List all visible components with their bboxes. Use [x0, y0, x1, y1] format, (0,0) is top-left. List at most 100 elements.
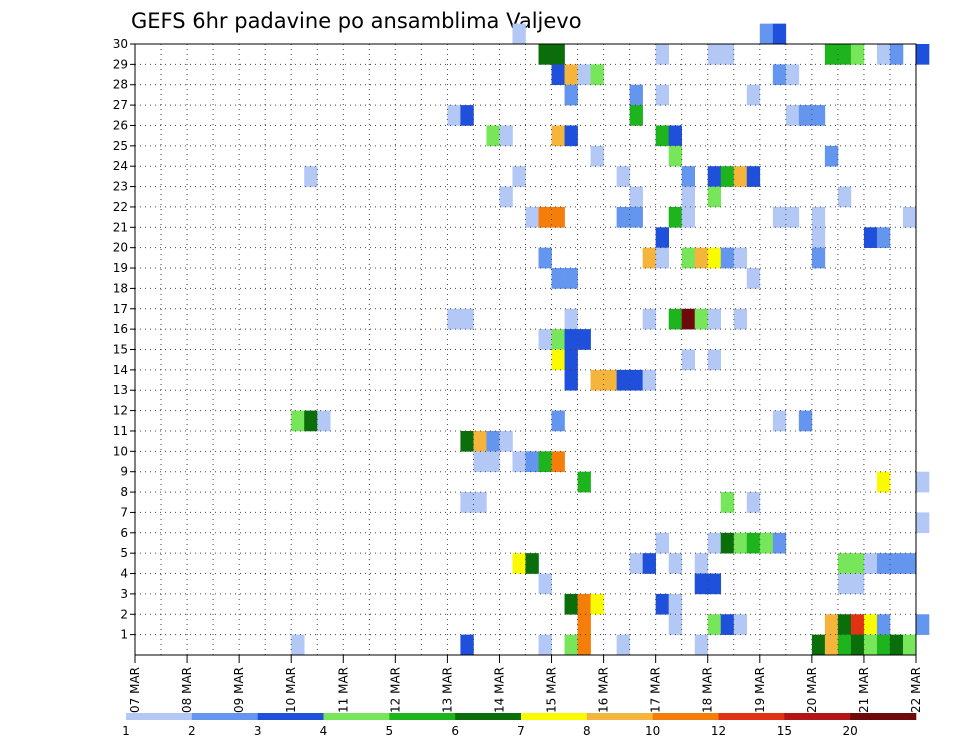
x-axis-ticks: 07 MAR 08 MAR 09 MAR 10 MAR 11 MAR 12 MAR 13 M…: [128, 655, 923, 713]
heatmap-cell: [876, 44, 891, 65]
heatmap-cell: [811, 227, 826, 248]
heatmap-cell: [902, 206, 917, 228]
heatmap-cell: [824, 145, 839, 167]
heatmap-cell: [668, 206, 682, 228]
heatmap-cell: [564, 329, 578, 350]
y-tick-label: 19: [113, 261, 128, 275]
heatmap-cell: [837, 614, 852, 635]
x-tick-label: 07 MAR: [128, 667, 142, 713]
heatmap-cell: [577, 593, 591, 615]
heatmap-cell: [863, 227, 878, 248]
y-tick-label: 24: [113, 159, 128, 173]
heatmap-cell: [772, 410, 787, 432]
heatmap-cell: [850, 634, 865, 656]
heatmap-cell: [564, 634, 578, 656]
heatmap-cell: [772, 23, 787, 45]
heatmap-cell: [538, 329, 552, 350]
heatmap-cell: [746, 166, 761, 187]
heatmap-cell: [460, 308, 474, 330]
colorbar-label: 20: [843, 724, 858, 738]
heatmap-cell: [707, 614, 722, 635]
y-tick-label: 17: [113, 302, 128, 316]
heatmap-cell: [564, 369, 578, 391]
heatmap-cell: [733, 532, 748, 554]
heatmap-cell: [798, 105, 813, 126]
heatmap-cell: [785, 206, 800, 228]
heatmap-cell: [707, 186, 722, 208]
y-tick-label: 1: [120, 628, 128, 642]
colorbar-swatch: [850, 713, 917, 720]
heatmap-cell: [616, 634, 630, 656]
heatmap-cell: [538, 451, 552, 472]
heatmap-cell: [889, 44, 904, 65]
heatmap-cell: [733, 614, 748, 635]
heatmap-cell: [746, 268, 761, 289]
heatmap-cell: [512, 451, 526, 472]
heatmap-cell: [551, 410, 565, 432]
heatmap-cell: [564, 84, 578, 106]
colorbar-swatch: [389, 713, 456, 720]
heatmap-cell: [577, 64, 591, 86]
heatmap-cell: [850, 573, 865, 595]
heatmap-cell: [889, 553, 904, 574]
y-tick-label: 11: [113, 424, 128, 438]
heatmap-cell: [668, 145, 682, 167]
heatmap-cell: [837, 44, 852, 65]
grid-lines: [135, 44, 916, 655]
heatmap-cell: [499, 186, 513, 208]
y-tick-label: 8: [120, 485, 128, 499]
heatmap-cell: [551, 268, 565, 289]
heatmap-cell: [811, 247, 826, 269]
heatmap-cell: [629, 105, 643, 126]
heatmap-cell: [473, 451, 487, 472]
heatmap-cell: [668, 553, 682, 574]
heatmap-cell: [916, 44, 930, 65]
heatmap-cell: [473, 492, 487, 513]
heatmap-cell: [876, 227, 891, 248]
y-tick-label: 9: [120, 465, 128, 479]
heatmap-cell: [590, 593, 604, 615]
heatmap-cell: [876, 553, 891, 574]
heatmap-cell: [863, 553, 878, 574]
y-tick-label: 20: [113, 241, 128, 255]
y-tick-label: 3: [120, 587, 128, 601]
heatmap-cell: [694, 634, 709, 656]
heatmap-cell: [512, 166, 526, 187]
heatmap-cell: [902, 634, 917, 656]
heatmap-cell: [460, 105, 474, 126]
heatmap-cell: [681, 206, 696, 228]
heatmap-cell: [694, 247, 709, 269]
heatmap-cell: [811, 105, 826, 126]
heatmap-cell: [668, 593, 682, 615]
x-tick-label: 19 MAR: [753, 667, 767, 713]
heatmap-cell: [681, 166, 696, 187]
colorbar-label: 5: [386, 724, 394, 738]
heatmap-cell: [460, 492, 474, 513]
heatmap-cell: [759, 23, 774, 45]
y-tick-label: 26: [113, 118, 128, 132]
colorbar-label: 15: [777, 724, 792, 738]
heatmap-cell: [616, 369, 630, 391]
heatmap-cell: [837, 573, 852, 595]
heatmap-cell: [486, 125, 500, 147]
heatmap-cell: [629, 369, 643, 391]
heatmap-cell: [876, 614, 891, 635]
heatmap-cell: [668, 125, 682, 147]
heatmap-cell: [863, 634, 878, 656]
heatmap-cell: [304, 410, 318, 432]
heatmap-cell: [837, 553, 852, 574]
heatmap-cell: [720, 166, 735, 187]
heatmap-cell: [577, 471, 591, 493]
heatmap-cell: [512, 553, 526, 574]
y-tick-label: 25: [113, 139, 128, 153]
heatmap-cell: [863, 614, 878, 635]
heatmap-cell: [681, 186, 696, 208]
colorbar-swatch: [455, 713, 522, 720]
heatmap-cell: [733, 247, 748, 269]
heatmap-cell: [694, 553, 709, 574]
x-tick-label: 13 MAR: [440, 667, 454, 713]
heatmap-cell: [772, 532, 787, 554]
heatmap-cell: [850, 614, 865, 635]
heatmap-cell: [655, 532, 669, 554]
